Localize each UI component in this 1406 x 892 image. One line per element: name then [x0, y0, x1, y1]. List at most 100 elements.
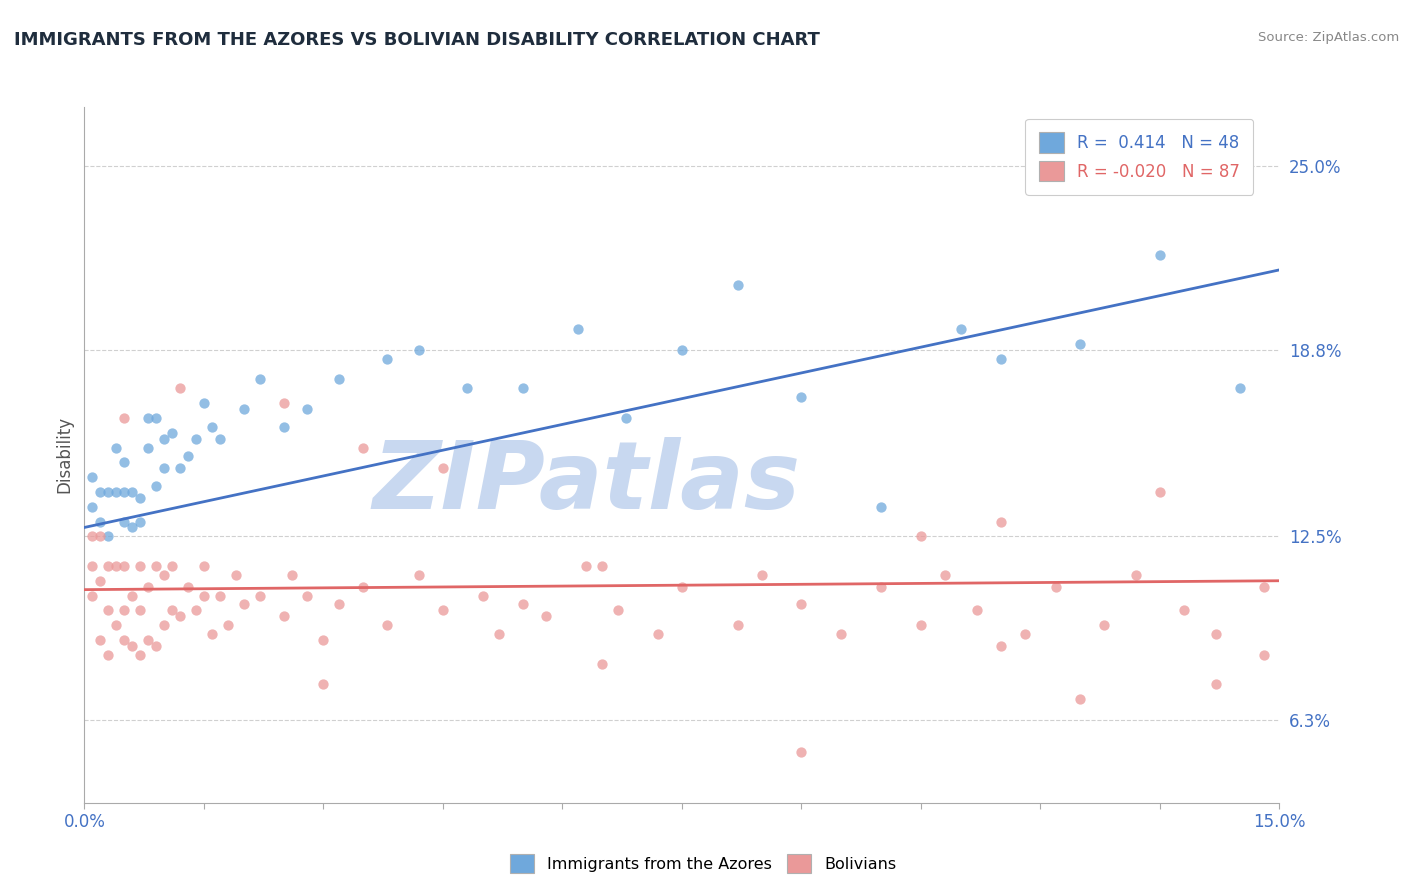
Point: [82, 500, 104, 514]
Point: [232, 598, 254, 612]
Legend: Immigrants from the Azores, Bolivians: Immigrants from the Azores, Bolivians: [503, 847, 903, 880]
Point: [121, 639, 143, 653]
Point: [177, 450, 200, 464]
Point: [82, 470, 104, 484]
Point: [408, 567, 430, 582]
Point: [121, 520, 143, 534]
Point: [217, 618, 239, 632]
Point: [201, 419, 224, 434]
Point: [153, 618, 176, 632]
Point: [89, 574, 111, 588]
Point: [145, 411, 167, 425]
Point: [145, 558, 167, 573]
Point: [471, 589, 494, 603]
Point: [1069, 692, 1091, 706]
Point: [273, 419, 295, 434]
Point: [112, 558, 135, 573]
Point: [990, 515, 1012, 529]
Point: [456, 381, 478, 395]
Point: [751, 567, 773, 582]
Point: [184, 603, 207, 617]
Point: [129, 558, 152, 573]
Point: [352, 441, 374, 455]
Point: [82, 558, 104, 573]
Point: [567, 322, 589, 336]
Point: [1069, 337, 1091, 351]
Point: [990, 351, 1012, 366]
Point: [790, 598, 813, 612]
Point: [129, 491, 152, 505]
Point: [297, 589, 319, 603]
Point: [129, 603, 152, 617]
Point: [432, 461, 454, 475]
Point: [169, 381, 191, 395]
Point: [432, 603, 454, 617]
Point: [232, 402, 254, 417]
Point: [145, 639, 167, 653]
Point: [97, 603, 120, 617]
Point: [647, 627, 669, 641]
Point: [614, 411, 637, 425]
Point: [97, 484, 120, 499]
Point: [225, 567, 247, 582]
Point: [208, 432, 231, 446]
Point: [89, 515, 111, 529]
Text: ZIPatlas: ZIPatlas: [373, 437, 800, 529]
Point: [169, 461, 191, 475]
Point: [97, 558, 120, 573]
Point: [121, 589, 143, 603]
Point: [727, 277, 749, 292]
Point: [790, 390, 813, 404]
Point: [1149, 484, 1171, 499]
Point: [105, 558, 128, 573]
Point: [136, 441, 159, 455]
Point: [201, 627, 224, 641]
Point: [1229, 381, 1251, 395]
Point: [136, 411, 159, 425]
Point: [575, 558, 598, 573]
Point: [1205, 677, 1227, 691]
Point: [89, 632, 111, 647]
Point: [512, 598, 534, 612]
Point: [488, 627, 510, 641]
Point: [184, 432, 207, 446]
Point: [1092, 618, 1115, 632]
Point: [312, 632, 335, 647]
Point: [1253, 580, 1275, 594]
Point: [870, 500, 893, 514]
Point: [727, 618, 749, 632]
Point: [105, 484, 128, 499]
Point: [512, 381, 534, 395]
Point: [1014, 627, 1036, 641]
Point: [112, 603, 135, 617]
Point: [536, 609, 558, 624]
Point: [121, 484, 143, 499]
Point: [129, 648, 152, 662]
Point: [112, 455, 135, 469]
Legend: R =  0.414   N = 48, R = -0.020   N = 87: R = 0.414 N = 48, R = -0.020 N = 87: [1025, 119, 1253, 194]
Point: [249, 589, 271, 603]
Point: [375, 618, 398, 632]
Point: [312, 677, 335, 691]
Point: [89, 529, 111, 543]
Point: [136, 580, 159, 594]
Point: [1173, 603, 1195, 617]
Point: [949, 322, 972, 336]
Point: [1205, 627, 1227, 641]
Point: [193, 589, 215, 603]
Point: [1045, 580, 1067, 594]
Point: [112, 411, 135, 425]
Point: [89, 484, 111, 499]
Point: [82, 589, 104, 603]
Point: [105, 618, 128, 632]
Point: [273, 396, 295, 410]
Point: [105, 441, 128, 455]
Point: [671, 580, 693, 594]
Point: [153, 567, 176, 582]
Text: IMMIGRANTS FROM THE AZORES VS BOLIVIAN DISABILITY CORRELATION CHART: IMMIGRANTS FROM THE AZORES VS BOLIVIAN D…: [14, 31, 820, 49]
Point: [790, 746, 813, 760]
Point: [160, 425, 183, 440]
Point: [112, 484, 135, 499]
Point: [591, 558, 613, 573]
Point: [1253, 648, 1275, 662]
